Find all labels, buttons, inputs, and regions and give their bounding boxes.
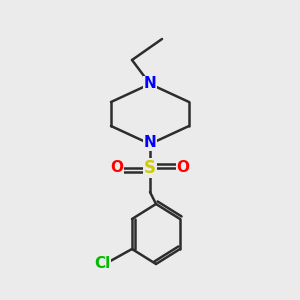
Text: Cl: Cl <box>94 256 110 272</box>
Text: O: O <box>176 160 190 175</box>
Text: S: S <box>144 159 156 177</box>
Text: N: N <box>144 76 156 92</box>
Text: N: N <box>144 135 156 150</box>
Text: O: O <box>110 160 124 175</box>
